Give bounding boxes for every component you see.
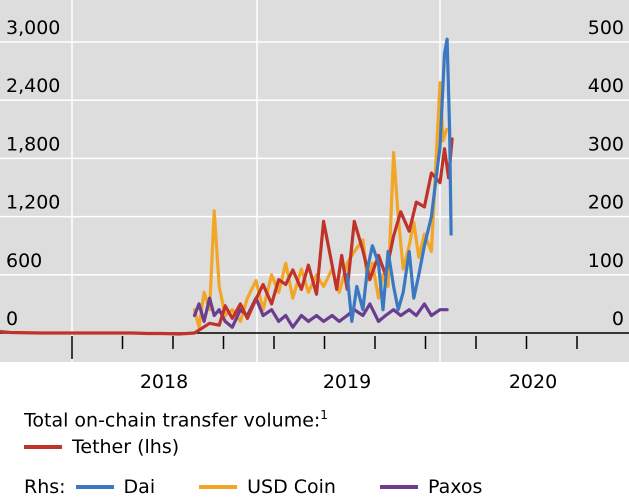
x-tick-label: 2019 [323, 371, 371, 393]
y-right-tick-label: 0 [612, 308, 624, 330]
x-tick-label: 2018 [140, 371, 188, 393]
tether-swatch [24, 445, 62, 449]
legend-lhs-row: Tether (lhs) [24, 436, 179, 458]
legend-footnote: 1 [320, 408, 328, 422]
legend-tether-label: Tether (lhs) [72, 436, 180, 458]
y-right-tick-label: 100 [588, 250, 624, 272]
tick-labels: 0 600 1,200 1,800 2,400 3,000 0 100 200 300 400 500… [6, 17, 624, 393]
legend-item-dai: Dai [75, 476, 156, 498]
legend-rhs-label: Rhs: [24, 476, 66, 498]
legend-item-usdc: USD Coin [199, 476, 336, 498]
y-left-tick-label: 2,400 [6, 75, 60, 97]
y-left-tick-label: 3,000 [6, 17, 60, 39]
dai-swatch [75, 485, 114, 489]
y-right-tick-label: 200 [588, 192, 624, 214]
plot-background [0, 0, 629, 362]
y-right-tick-label: 500 [588, 17, 624, 39]
x-tick-label: 2020 [509, 371, 557, 393]
series-line-tether-lhs [0, 137, 454, 336]
usdc-swatch [199, 485, 238, 489]
y-left-tick-label: 1,200 [6, 192, 60, 214]
y-right-tick-label: 400 [588, 75, 624, 97]
series-lines [0, 37, 454, 336]
legend-title-text: Total on-chain transfer volume: [24, 409, 321, 432]
legend-usdc-label: USD Coin [247, 476, 336, 498]
series-line-dai [345, 37, 453, 323]
paxos-swatch [379, 485, 418, 489]
y-right-tick-label: 300 [588, 133, 624, 155]
series-line-paxos [192, 296, 449, 329]
legend-paxos-label: Paxos [427, 476, 483, 498]
legend-title: Total on-chain transfer volume:1 [24, 408, 629, 431]
y-left-tick-label: 0 [6, 308, 18, 330]
legend-dai-label: Dai [123, 476, 156, 498]
y-left-tick-label: 1,800 [6, 133, 60, 155]
legend-item-paxos: Paxos [379, 476, 483, 498]
y-left-tick-label: 600 [6, 250, 42, 272]
legend-rhs-row: Rhs: Dai USD Coin Paxos [24, 476, 526, 498]
